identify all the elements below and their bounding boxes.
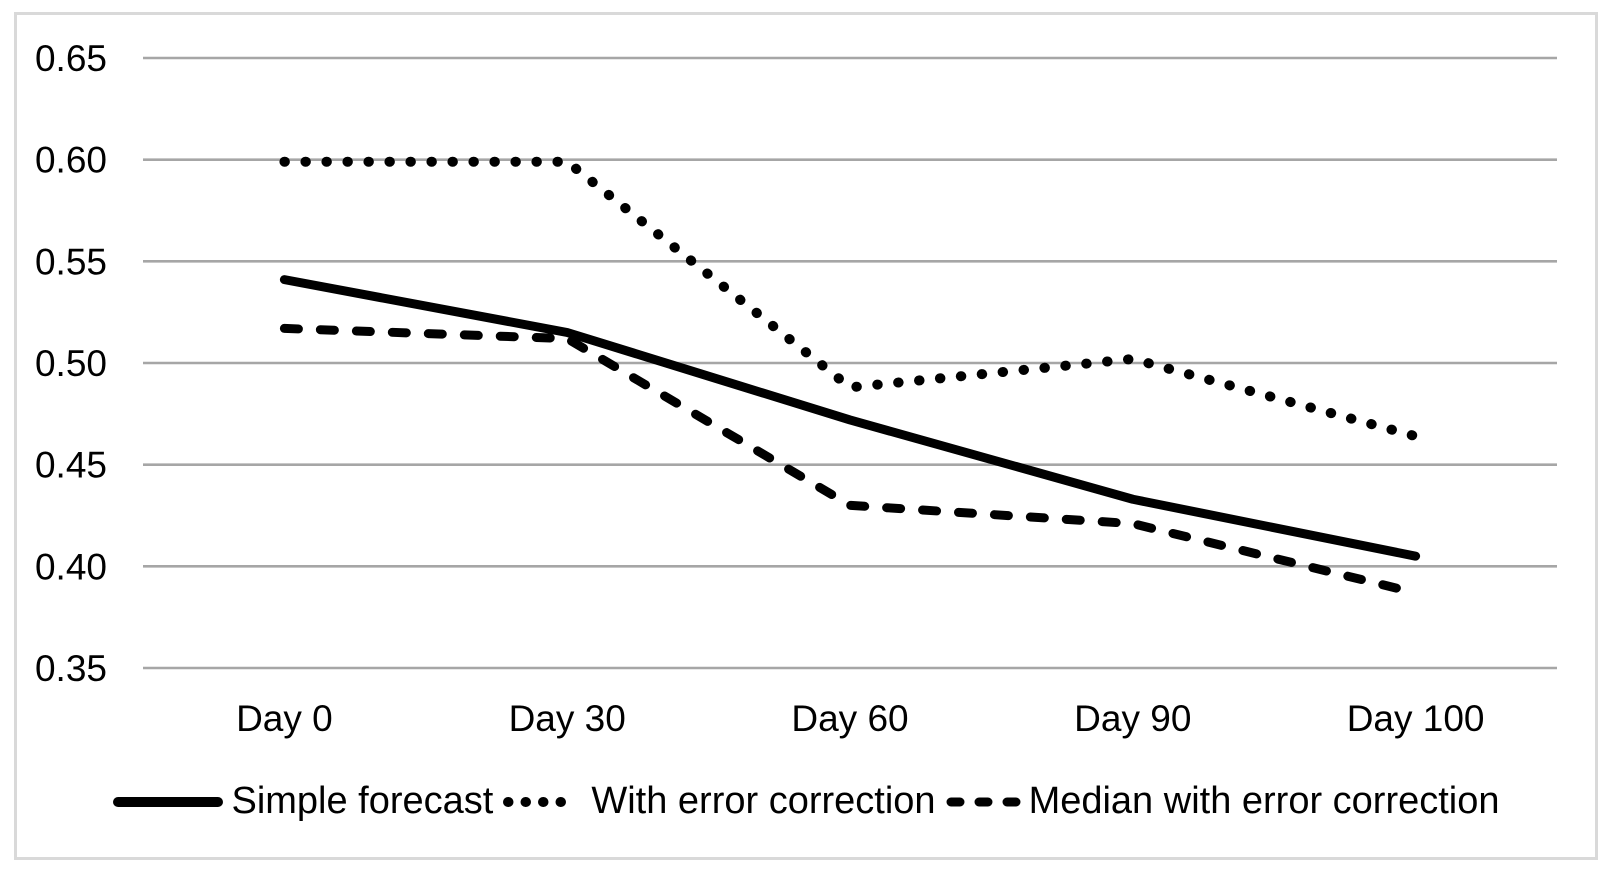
legend-label: With error correction	[591, 780, 936, 822]
series-line-simple-forecast	[279, 275, 1421, 561]
y-axis-labels: 0.65 0.60 0.55 0.50 0.45 0.40 0.35	[35, 38, 107, 689]
x-axis-labels: Day 0 Day 30 Day 60 Day 90 Day 100	[236, 698, 1484, 739]
chart-legend: Simple forecast With error correction Medi…	[0, 780, 1613, 823]
legend-marker-solid-line	[113, 796, 224, 807]
y-tick-label: 0.40	[35, 546, 107, 587]
y-tick-label: 0.60	[35, 140, 107, 181]
series-lines	[279, 156, 1421, 598]
series-line-median-with-error-correction	[279, 323, 1421, 598]
y-tick-label: 0.45	[35, 445, 107, 486]
y-tick-label: 0.65	[35, 38, 107, 79]
x-tick-label: Day 90	[1074, 698, 1191, 739]
series-line-with-error-correction	[279, 156, 1421, 442]
legend-item: Simple forecast	[113, 780, 493, 823]
y-tick-label: 0.50	[35, 343, 107, 384]
legend-item: Median with error correction	[946, 780, 1500, 823]
y-tick-label: 0.55	[35, 241, 107, 282]
legend-label: Median with error correction	[1028, 780, 1500, 822]
x-tick-label: Day 30	[509, 698, 626, 739]
x-tick-label: Day 60	[791, 698, 908, 739]
legend-marker-dotted-line	[503, 796, 584, 807]
x-tick-label: Day 100	[1347, 698, 1485, 739]
x-tick-label: Day 0	[236, 698, 333, 739]
chart-border	[14, 12, 1598, 860]
y-tick-label: 0.35	[35, 648, 107, 689]
legend-label: Simple forecast	[231, 780, 494, 822]
legend-marker-dashed-line	[946, 797, 1021, 806]
legend-item: With error correction	[503, 780, 936, 823]
